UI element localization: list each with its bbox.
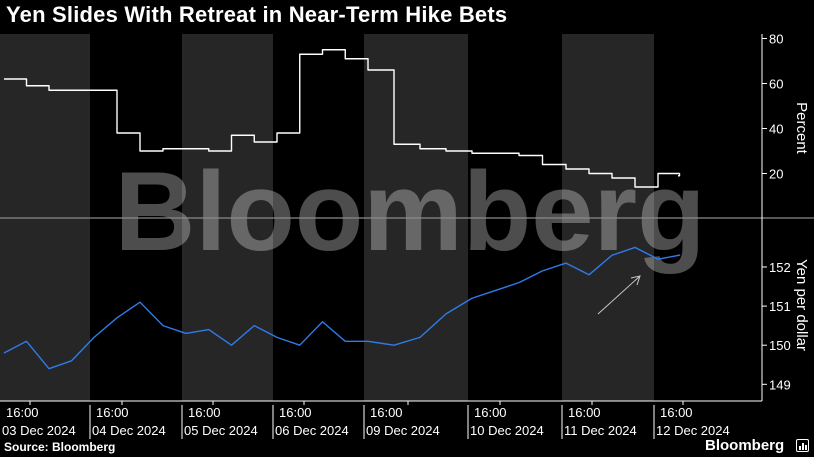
annotation-arrow: [597, 275, 641, 315]
bloomberg-logo-text: Bloomberg: [705, 437, 785, 454]
bloomberg-chart-icon: [796, 439, 809, 452]
percent-tick-label: 60: [769, 77, 783, 92]
x-tick-time: 16:00: [279, 405, 312, 420]
x-tick-date: 09 Dec 2024: [366, 423, 440, 438]
yen-tick-label: 152: [769, 260, 791, 275]
x-tick-date: 06 Dec 2024: [275, 423, 349, 438]
x-tick-time: 16:00: [6, 405, 39, 420]
x-tick-time: 16:00: [370, 405, 403, 420]
watermark: Bloomberg: [114, 149, 705, 274]
x-tick-date: 05 Dec 2024: [184, 423, 258, 438]
percent-axis-title: Percent: [793, 102, 810, 155]
x-tick-time: 16:00: [96, 405, 129, 420]
yen-tick-label: 149: [769, 377, 791, 392]
x-tick-time: 16:00: [474, 405, 507, 420]
x-tick-time: 16:00: [188, 405, 221, 420]
yen-axis-title: Yen per dollar: [793, 259, 810, 351]
x-tick-date: 10 Dec 2024: [470, 423, 544, 438]
chart-title: Yen Slides With Retreat in Near-Term Hik…: [6, 2, 508, 27]
yen-tick-label: 151: [769, 299, 791, 314]
x-tick-date: 11 Dec 2024: [564, 423, 637, 438]
x-tick-time: 16:00: [660, 405, 693, 420]
x-tick-date: 03 Dec 2024: [2, 423, 76, 438]
x-tick-time: 16:00: [568, 405, 601, 420]
yen-series-line: [3, 246, 681, 370]
percent-tick-label: 20: [769, 167, 783, 182]
x-tick-date: 12 Dec 2024: [656, 423, 730, 438]
source-note: Source: Bloomberg: [4, 440, 116, 454]
percent-tick-label: 40: [769, 122, 783, 137]
x-tick-date: 04 Dec 2024: [92, 423, 166, 438]
percent-tick-label: 80: [769, 32, 783, 47]
yen-tick-label: 150: [769, 338, 791, 353]
percent-series-line: [4, 49, 681, 188]
